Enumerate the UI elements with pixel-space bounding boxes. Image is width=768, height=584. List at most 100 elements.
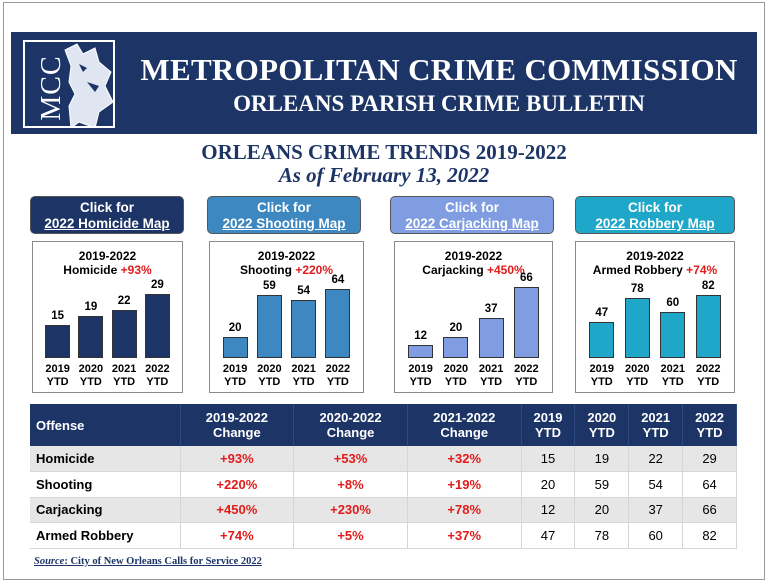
cell-value: 59 [574,471,630,498]
col-2019-ytd: 2019 YTD [521,404,576,446]
cell-value: 29 [682,446,737,472]
chart-change: +74% [686,263,718,277]
chart-title-crime: Armed Robbery +74% [592,263,718,277]
cell-value: 64 [682,471,737,498]
carjacking-map-button[interactable]: Click for 2022 Carjacking Map [390,196,554,234]
bar-value-label: 12 [414,330,428,343]
cell-offense: Homicide [30,446,181,472]
cell-value: 20 [574,497,630,523]
cell-value: 20 [521,471,576,498]
carjacking-chart: 2019-2022 Carjacking +450% 12 2019 YTD 20 2020… [394,241,553,393]
homicide-map-link[interactable]: 2022 Homicide Map [44,216,170,231]
cell-value: 12 [521,497,576,523]
chart-title-crime: Shooting +220% [239,263,334,277]
x-tick-label: 2022 YTD [145,363,170,388]
x-tick-label: 2022 YTD [696,363,721,388]
cell-value: 37 [628,497,684,523]
table-header-row: Offense 2019-2022 Change 2020-2022 Change … [30,404,737,446]
bar [325,289,351,358]
bulletin-frame [3,2,765,580]
cell-value: 78 [574,522,630,549]
cell-value: 15 [521,446,576,472]
bar-value-label: 60 [666,297,680,310]
cell-change: +93% [180,446,295,472]
robbery-map-link[interactable]: 2022 Robbery Map [595,216,715,231]
table-row: Homicide +93% +53% +32% 15 19 22 29 [30,446,737,472]
chart-title-years: 2019-2022 [626,249,684,263]
chart-title-years: 2019-2022 [257,249,316,263]
shooting-map-link[interactable]: 2022 Shooting Map [222,216,346,231]
homicide-chart: 2019-2022 Homicide +93% 15 2019 YTD 19 2020 YTD… [32,241,183,393]
shooting-map-button[interactable]: Click for 2022 Shooting Map [207,196,361,234]
bar [478,318,504,358]
chart-title-years: 2019-2022 [444,249,503,263]
x-tick-label: 2019 YTD [408,363,433,388]
bar-value-label: 20 [228,321,242,334]
chart-change: +450% [487,263,525,277]
cell-offense: Shooting [30,471,181,498]
x-tick-label: 2019 YTD [45,363,70,388]
x-tick-label: 2020 YTD [78,363,104,388]
button-label: Click for [79,200,134,215]
table-row: Shooting +220% +8% +19% 20 59 54 64 [30,471,737,498]
col-change-2020: 2020-2022 Change [293,404,408,446]
cell-change: +32% [407,446,522,472]
x-tick-label: 2020 YTD [625,363,650,388]
bar [291,300,317,358]
trends-title: ORLEANS CRIME TRENDS 2019-2022 [201,140,567,164]
header-banner: MCC METROPOLITAN CRIME COMMISSION ORLEAN… [11,32,757,134]
chart-title: 2019-2022 Shooting +220% [210,249,363,277]
chart-title-crime: Homicide +93% [63,263,152,277]
bar-value-label: 20 [449,321,463,334]
bar-value-label: 15 [51,310,65,322]
bar-value-label: 37 [484,303,498,316]
x-tick-label: 2021 YTD [660,363,685,388]
header-title: METROPOLITAN CRIME COMMISSION [140,52,738,87]
bar [111,309,137,358]
bar [256,294,282,358]
bar [624,298,650,358]
x-tick-label: 2021 YTD [111,363,137,388]
bar-value-label: 29 [150,279,164,292]
button-label: Click for [627,200,682,215]
carjacking-map-link[interactable]: 2022 Carjacking Map [405,216,539,231]
x-tick-label: 2021 YTD [291,363,316,388]
x-tick-label: 2022 YTD [514,363,539,388]
cell-change: +78% [407,497,522,523]
bar [78,316,104,358]
bar-value-label: 19 [84,301,98,314]
cell-change: +19% [407,471,522,498]
bar [589,322,615,358]
bar-value-label: 64 [331,274,345,287]
cell-value: 22 [628,446,684,472]
x-tick-label: 2019 YTD [222,363,248,388]
bar-value-label: 82 [701,280,715,293]
source-label: Source [34,556,65,567]
source-link[interactable]: Source: City of New Orleans Calls for Se… [34,556,262,567]
bar [222,336,248,358]
cell-value: 54 [628,471,684,498]
chart-change: +220% [295,263,334,277]
cell-change: +450% [180,497,295,523]
bar-value-label: 22 [117,294,131,307]
cell-change: +37% [407,522,522,549]
x-tick-label: 2020 YTD [257,363,282,388]
robbery-map-button[interactable]: Click for 2022 Robbery Map [575,196,735,234]
chart-change: +93% [120,263,152,277]
cell-change: +230% [293,497,408,523]
cell-value: 82 [682,522,737,549]
x-tick-label: 2021 YTD [478,363,504,388]
bar [144,294,170,358]
cell-change: +8% [293,471,408,498]
cell-value: 66 [682,497,737,523]
shooting-chart: 2019-2022 Shooting +220% 20 2019 YTD 59 2020 YT… [209,241,364,393]
bar [695,295,721,358]
bar [408,345,434,358]
chart-title-crime: Carjacking +450% [422,263,525,277]
bar-value-label: 47 [595,307,609,320]
homicide-map-button[interactable]: Click for 2022 Homicide Map [30,196,184,234]
chart-title: 2019-2022 Armed Robbery +74% [576,249,734,277]
mcc-logo: MCC [23,40,115,128]
x-tick-label: 2020 YTD [443,363,469,388]
col-change-2019: 2019-2022 Change [180,404,295,446]
